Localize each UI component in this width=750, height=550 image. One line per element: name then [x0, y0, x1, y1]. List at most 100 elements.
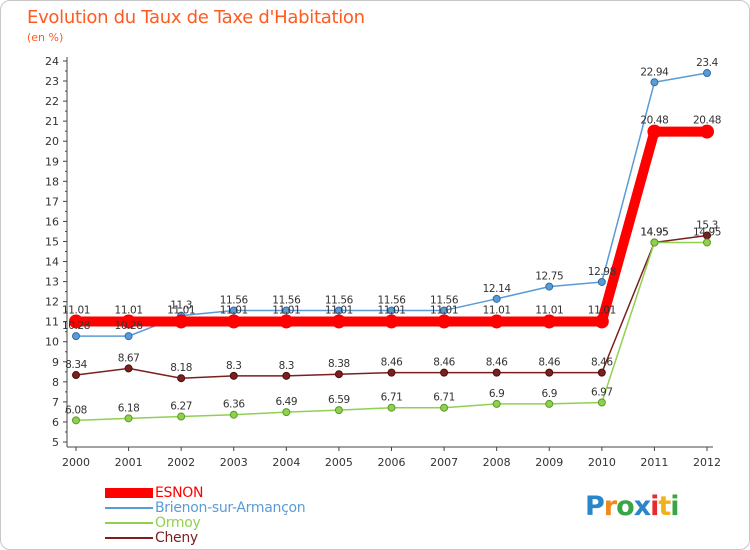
- data-label-brienon: 12.75: [535, 271, 563, 283]
- data-label-ormoy: 6.71: [381, 392, 403, 404]
- data-label-cheny: 8.46: [433, 357, 455, 369]
- point-esnon: [226, 314, 241, 329]
- point-brienon: [282, 306, 291, 315]
- data-label-cheny: 8.34: [65, 359, 87, 371]
- data-labels: 8.34 8.67 8.18 8.3 8.3 8.38 8.46 8.46 8.46 8.46 8.…: [62, 57, 721, 416]
- point-cheny: [282, 371, 291, 380]
- data-label-ormoy: 6.9: [542, 388, 558, 400]
- data-label-ormoy: 6.59: [328, 394, 350, 406]
- data-label-cheny: 8.18: [170, 362, 192, 374]
- data-label-brienon: 23.4: [696, 57, 718, 69]
- point-esnon: [121, 314, 136, 329]
- x-tick-label: 2010: [588, 456, 616, 469]
- data-label-cheny: 14.95: [640, 226, 668, 238]
- legend-label-esnon: ESNON: [155, 485, 204, 501]
- y-tick-label: 11: [45, 316, 59, 329]
- point-ormoy: [124, 414, 133, 423]
- y-tick-label: 15: [45, 235, 59, 248]
- point-ormoy: [597, 398, 606, 407]
- point-ormoy: [72, 416, 80, 425]
- point-ormoy: [334, 406, 343, 415]
- data-label-brienon: 11.56: [272, 294, 301, 306]
- x-tick-label: 2007: [430, 456, 458, 469]
- y-tick-label: 24: [45, 55, 59, 68]
- point-esnon: [384, 314, 399, 329]
- data-label-brienon: 22.94: [640, 66, 669, 78]
- point-brienon: [650, 78, 659, 87]
- logo-letter: i: [670, 491, 679, 522]
- data-label-brienon: 10.28: [62, 320, 90, 332]
- data-label-brienon: 11.3: [170, 300, 192, 312]
- data-label-esnon: 11.01: [272, 304, 300, 316]
- data-label-brienon: 10.28: [115, 320, 143, 332]
- point-brienon: [545, 282, 554, 291]
- x-tick-label: 2005: [325, 456, 353, 469]
- y-tick-label: 23: [45, 75, 59, 88]
- series-layer: [69, 69, 714, 425]
- y-tick-label: 8: [52, 376, 59, 389]
- data-label-esnon: 11.01: [62, 304, 90, 316]
- data-label-cheny: 8.46: [591, 357, 613, 369]
- data-label-esnon: 11.01: [325, 304, 353, 316]
- y-tick-label: 13: [45, 276, 59, 289]
- y-tick-label: 19: [45, 155, 59, 168]
- point-ormoy: [650, 238, 659, 247]
- data-label-brienon: 12.14: [483, 283, 512, 295]
- data-label-ormoy: 6.9: [489, 388, 505, 400]
- x-tick-label: 2002: [167, 456, 195, 469]
- data-label-brienon: 11.56: [220, 294, 249, 306]
- data-label-cheny: 8.3: [279, 360, 295, 372]
- x-ticks: 2000 2001 2002 2003 2004 2005 2006 2007 2008 2009…: [62, 447, 721, 469]
- chart-subtitle: (en %): [27, 31, 64, 44]
- data-label-ormoy: 6.97: [591, 386, 613, 398]
- data-label-cheny: 8.46: [486, 357, 508, 369]
- point-brienon: [440, 306, 449, 315]
- y-tick-label: 6: [52, 416, 59, 429]
- x-tick-label: 2011: [640, 456, 668, 469]
- point-brienon: [334, 306, 343, 315]
- data-label-esnon: 11.01: [430, 304, 458, 316]
- data-label-brienon: 11.56: [377, 294, 406, 306]
- data-label-ormoy: 14.95: [640, 226, 668, 238]
- logo-letter: x: [633, 491, 651, 522]
- point-cheny: [334, 370, 343, 379]
- point-esnon: [331, 314, 346, 329]
- point-cheny: [229, 371, 238, 380]
- x-tick-label: 2003: [220, 456, 248, 469]
- y-tick-label: 7: [52, 396, 59, 409]
- data-label-ormoy: 6.08: [65, 404, 87, 416]
- logo-letter: r: [603, 491, 617, 522]
- point-brienon: [703, 69, 711, 78]
- data-label-esnon: 11.01: [167, 304, 195, 316]
- data-label-brienon: 11.56: [430, 294, 459, 306]
- data-label-esnon: 11.01: [220, 304, 248, 316]
- logo-letter: i: [650, 491, 659, 522]
- data-label-ormoy: 6.18: [118, 402, 140, 414]
- y-tick-label: 9: [52, 356, 59, 369]
- data-label-esnon: 11.01: [115, 304, 143, 316]
- point-ormoy: [177, 412, 186, 421]
- point-cheny: [387, 368, 396, 377]
- data-label-cheny: 8.46: [538, 357, 560, 369]
- point-cheny: [124, 364, 133, 373]
- point-ormoy: [282, 408, 291, 417]
- y-tick-label: 17: [45, 195, 59, 208]
- x-tick-label: 2012: [693, 456, 721, 469]
- data-label-esnon: 11.01: [377, 304, 405, 316]
- point-ormoy: [545, 399, 554, 408]
- y-tick-label: 22: [45, 95, 59, 108]
- data-label-esnon: 20.48: [640, 115, 668, 127]
- axes: 5 6 7 8 9 10 11 12 13 14 15 16 17 18 19 20 21 22 23 24 2000…: [45, 55, 721, 469]
- point-cheny: [440, 368, 449, 377]
- point-brienon: [124, 332, 133, 341]
- x-tick-label: 2008: [483, 456, 511, 469]
- y-tick-label: 10: [45, 336, 59, 349]
- legend-label-ormoy: Ormoy: [155, 515, 201, 531]
- point-esnon: [647, 124, 662, 139]
- point-ormoy: [229, 410, 238, 419]
- point-brienon: [72, 332, 80, 341]
- point-esnon: [489, 314, 504, 329]
- data-label-esnon: 20.48: [693, 115, 721, 127]
- data-label-ormoy: 6.36: [223, 399, 245, 411]
